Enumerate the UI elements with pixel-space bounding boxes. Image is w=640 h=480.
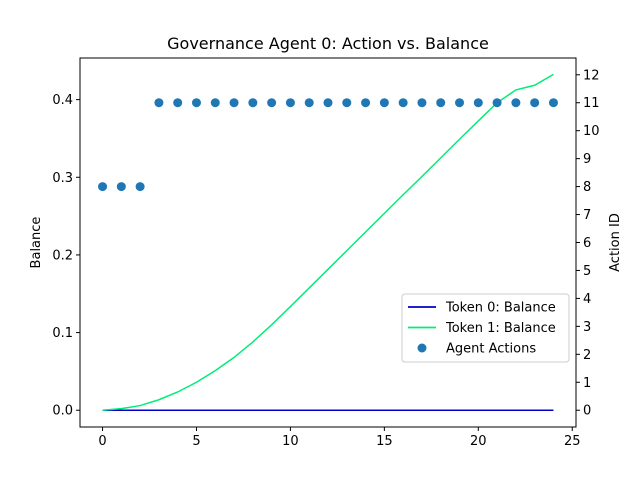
legend-label: Token 1: Balance xyxy=(445,321,556,336)
scatter-point xyxy=(342,98,352,108)
x-tick-label: 5 xyxy=(192,434,200,449)
legend: Token 0: Balance Token 1: Balance Agent Ac… xyxy=(401,293,570,363)
scatter-point xyxy=(398,98,408,108)
y2-tick-label: 11 xyxy=(583,96,600,111)
y-tick-label: 0.1 xyxy=(52,326,73,341)
y-tick-label: 0.2 xyxy=(52,248,73,263)
y2-tick-label: 8 xyxy=(583,180,591,195)
x-tick-label: 15 xyxy=(376,434,393,449)
scatter-point xyxy=(417,98,427,108)
y2-tick-label: 1 xyxy=(583,376,591,391)
y2-tick-label: 12 xyxy=(583,68,600,83)
scatter-point xyxy=(210,98,220,108)
scatter-point xyxy=(248,98,258,108)
legend-marker-swatch xyxy=(417,343,427,353)
scatter-point xyxy=(267,98,277,108)
legend-label: Token 0: Balance xyxy=(445,301,556,316)
y-tick-label: 0.0 xyxy=(52,404,73,419)
chart-title: Governance Agent 0: Action vs. Balance xyxy=(167,34,489,53)
y2-tick-label: 0 xyxy=(583,404,591,419)
scatter-point xyxy=(116,182,126,192)
scatter-point xyxy=(361,98,371,108)
scatter-point xyxy=(285,98,295,108)
scatter-point xyxy=(173,98,183,108)
y-axis-left: 0.0 0.1 0.2 0.3 0.4 xyxy=(52,93,80,419)
y2-tick-label: 6 xyxy=(583,236,591,251)
scatter-point xyxy=(98,182,108,192)
legend-label: Agent Actions xyxy=(446,342,536,357)
scatter-point xyxy=(304,98,314,108)
y2-tick-label: 3 xyxy=(583,320,591,335)
x-tick-label: 20 xyxy=(470,434,487,449)
y2-axis-label: Action ID xyxy=(608,213,623,272)
x-axis: 0 5 10 15 20 25 xyxy=(98,427,581,449)
series-layer xyxy=(98,73,558,411)
scatter-point xyxy=(530,98,540,108)
y-tick-label: 0.3 xyxy=(52,171,73,186)
y2-tick-label: 4 xyxy=(583,292,591,307)
scatter-point xyxy=(492,98,502,108)
y2-tick-label: 9 xyxy=(583,152,591,167)
y2-tick-label: 5 xyxy=(583,264,591,279)
legend-box xyxy=(401,293,570,363)
y2-tick-label: 7 xyxy=(583,208,591,223)
scatter-point xyxy=(191,98,201,108)
x-tick-label: 0 xyxy=(98,434,106,449)
scatter-point xyxy=(548,98,558,108)
scatter-point xyxy=(323,98,333,108)
scatter-point xyxy=(379,98,389,108)
series-line-1 xyxy=(102,73,554,411)
scatter-point xyxy=(135,182,145,192)
y2-tick-label: 10 xyxy=(583,124,600,139)
x-tick-label: 10 xyxy=(282,434,299,449)
scatter-point xyxy=(473,98,483,108)
scatter-point xyxy=(455,98,465,108)
x-tick-label: 25 xyxy=(564,434,581,449)
scatter-point xyxy=(154,98,164,108)
y-tick-label: 0.4 xyxy=(52,93,73,108)
scatter-point xyxy=(229,98,239,108)
y-axis-label: Balance xyxy=(29,217,44,269)
scatter-point xyxy=(511,98,521,108)
y2-tick-label: 2 xyxy=(583,348,591,363)
scatter-point xyxy=(436,98,446,108)
